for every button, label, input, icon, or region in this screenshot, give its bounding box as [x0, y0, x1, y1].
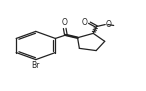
Text: O: O — [106, 20, 112, 29]
Text: O: O — [62, 18, 68, 27]
Text: O: O — [82, 18, 88, 27]
Text: Br: Br — [32, 61, 40, 70]
